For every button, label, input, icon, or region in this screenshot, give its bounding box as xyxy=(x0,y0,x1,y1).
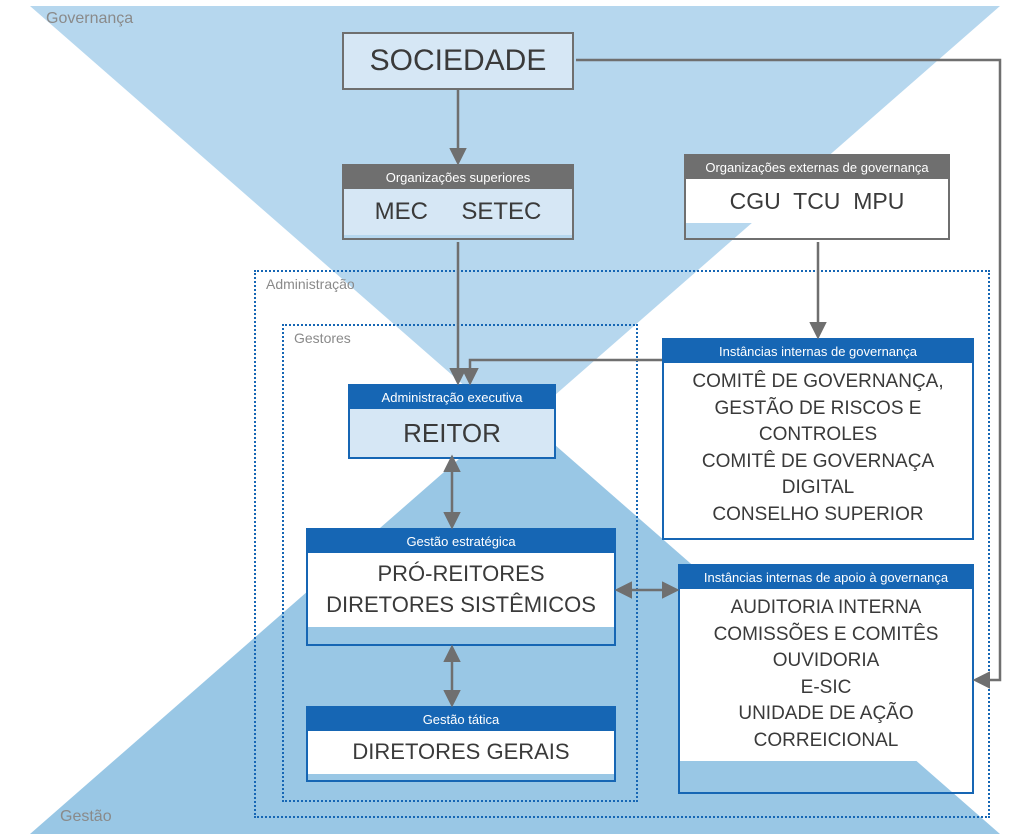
node-reitor: Administração executiva REITOR xyxy=(348,384,556,459)
label-gestao: Gestão xyxy=(60,808,112,826)
node-gestao-estrategica: Gestão estratégica PRÓ-REITORESDIRETORES… xyxy=(306,528,616,646)
node-instancias-apoio: Instâncias internas de apoio à governanç… xyxy=(678,564,974,794)
node-estrategica-header: Gestão estratégica xyxy=(308,530,614,553)
node-org-ext-header: Organizações externas de governança xyxy=(686,156,948,179)
node-gestao-tatica: Gestão tática DIRETORES GERAIS xyxy=(306,706,616,782)
node-org-sup-header: Organizações superiores xyxy=(344,166,572,189)
label-gestores: Gestores xyxy=(294,330,351,346)
node-inst-gov-body: COMITÊ DE GOVERNANÇA,GESTÃO DE RISCOS EC… xyxy=(664,363,972,535)
node-tatica-header: Gestão tática xyxy=(308,708,614,731)
node-inst-gov-header: Instâncias internas de governança xyxy=(664,340,972,363)
node-reitor-body: REITOR xyxy=(350,409,554,457)
node-estrategica-body: PRÓ-REITORESDIRETORES SISTÊMICOS xyxy=(308,553,614,627)
label-governanca: Governança xyxy=(46,10,133,28)
label-administracao: Administração xyxy=(266,276,355,292)
node-tatica-body: DIRETORES GERAIS xyxy=(308,731,614,774)
node-reitor-header: Administração executiva xyxy=(350,386,554,409)
node-inst-apoio-header: Instâncias internas de apoio à governanç… xyxy=(680,566,972,589)
node-sociedade-title: SOCIEDADE xyxy=(344,34,572,88)
node-org-sup-body: MEC SETEC xyxy=(344,189,572,235)
node-org-ext-body: CGU TCU MPU xyxy=(686,179,948,223)
node-instancias-governanca: Instâncias internas de governança COMITÊ… xyxy=(662,338,974,540)
node-inst-apoio-body: AUDITORIA INTERNACOMISSÕES E COMITÊSOUVI… xyxy=(680,589,972,761)
node-org-externas: Organizações externas de governança CGU … xyxy=(684,154,950,240)
node-org-superiores: Organizações superiores MEC SETEC xyxy=(342,164,574,240)
diagram-canvas: Governança Gestão Administração Gestores… xyxy=(0,0,1030,840)
node-sociedade: SOCIEDADE xyxy=(342,32,574,90)
